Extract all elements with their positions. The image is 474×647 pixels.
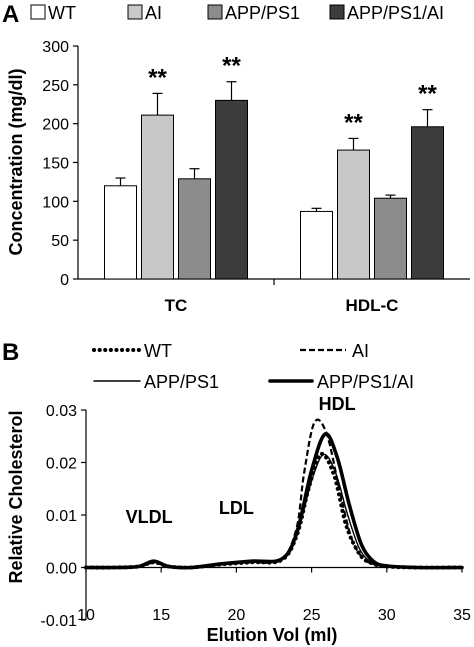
peak-label-vldl: VLDL xyxy=(126,507,173,527)
legend-label-wt: WT xyxy=(144,341,172,361)
panel-b-y-axis-label: Relative Cholesterol xyxy=(6,410,26,583)
panel-b-y-tick-label: 0.01 xyxy=(46,508,77,525)
panel-b-legend: WT AI APP/PS1 APP/PS1/AI xyxy=(92,341,414,392)
peak-label-hdl: HDL xyxy=(319,394,356,414)
panel-a-y-tick-label: 50 xyxy=(51,233,69,250)
panel-a-axes: 0 50 100 150 200 250 300 TC HDL-C xyxy=(42,39,470,315)
panel-a-y-axis-label: Concentration (mg/dl) xyxy=(6,69,26,256)
panel-b-y-tick-label: -0.01 xyxy=(41,613,78,630)
panel-b-axes: -0.01 0.00 0.01 0.02 0.03 10 15 20 25 30 35 xyxy=(41,403,471,630)
bar-hdl-c-app-ps1-ai xyxy=(411,126,444,280)
legend-label-app-ps1: APP/PS1 xyxy=(225,3,300,23)
panel-b-annotations: VLDL LDL HDL xyxy=(126,394,356,527)
panel-b-x-tick-label: 25 xyxy=(303,607,321,624)
panel-b-x-tick-label: 35 xyxy=(453,607,471,624)
panel-b-y-tick-label: 0.02 xyxy=(46,456,77,473)
bar-tc-app-ps1 xyxy=(178,178,211,280)
legend-swatch-app-ps1 xyxy=(207,4,223,20)
panel-a-category-label: TC xyxy=(165,296,188,315)
bar-tc-wt xyxy=(104,185,137,280)
legend-label-ai: AI xyxy=(352,341,369,361)
panel-a-y-tick-label: 200 xyxy=(42,117,69,134)
bar-hdl-c-ai xyxy=(337,149,370,280)
panel-a-y-tick-label: 300 xyxy=(42,39,69,56)
panel-b-x-tick-label: 10 xyxy=(77,607,95,624)
bar-hdl-c-app-ps1 xyxy=(374,197,407,280)
panel-a-y-tick-label: 150 xyxy=(42,156,69,173)
line-series-ai xyxy=(85,418,463,569)
panel-b-line-chart: B WT AI APP/PS1 APP/PS1/AI Relative Cholest… xyxy=(2,339,471,645)
legend-label-ai: AI xyxy=(145,3,162,23)
panel-a-y-tick-label: 250 xyxy=(42,78,69,95)
line-series-app-ps1-ai xyxy=(84,432,464,570)
panel-b-y-tick-label: 0.00 xyxy=(46,561,77,578)
panel-b-x-tick-label: 15 xyxy=(152,607,170,624)
panel-a-bars: ** ** ** ** xyxy=(104,53,444,280)
panel-a-letter: A xyxy=(2,1,19,28)
panel-b-x-tick-label: 20 xyxy=(228,607,246,624)
bar-tc-app-ps1-ai xyxy=(215,99,248,280)
panel-a-bar-chart: A WT AI APP/PS1 APP/PS1/AI Concentration (m… xyxy=(2,1,470,315)
significance-marker: ** xyxy=(222,53,241,80)
significance-marker: ** xyxy=(418,81,437,108)
significance-marker: ** xyxy=(344,109,363,136)
panel-a-category-label: HDL-C xyxy=(346,296,399,315)
panel-b-x-axis-label: Elution Vol (ml) xyxy=(207,625,338,645)
legend-label-app-ps1-ai: APP/PS1/AI xyxy=(347,3,444,23)
panel-b-lines xyxy=(84,418,464,570)
panel-a-y-tick-label: 100 xyxy=(42,194,69,211)
legend-swatch-wt xyxy=(30,4,46,20)
legend-swatch-ai xyxy=(127,4,143,20)
legend-label-app-ps1: APP/PS1 xyxy=(144,372,219,392)
peak-label-ldl: LDL xyxy=(219,498,254,518)
legend-swatch-app-ps1-ai xyxy=(329,4,345,20)
panel-b-y-tick-label: 0.03 xyxy=(46,403,77,420)
bar-tc-ai xyxy=(141,114,174,280)
panel-a-y-tick-label: 0 xyxy=(60,272,69,289)
legend-label-wt: WT xyxy=(48,3,76,23)
bar-hdl-c-wt xyxy=(300,210,333,280)
panel-b-letter: B xyxy=(2,339,19,366)
panel-a-legend: WT AI APP/PS1 APP/PS1/AI xyxy=(30,3,444,23)
significance-marker: ** xyxy=(148,64,167,91)
panel-b-x-tick-label: 30 xyxy=(378,607,396,624)
legend-label-app-ps1-ai: APP/PS1/AI xyxy=(317,372,414,392)
